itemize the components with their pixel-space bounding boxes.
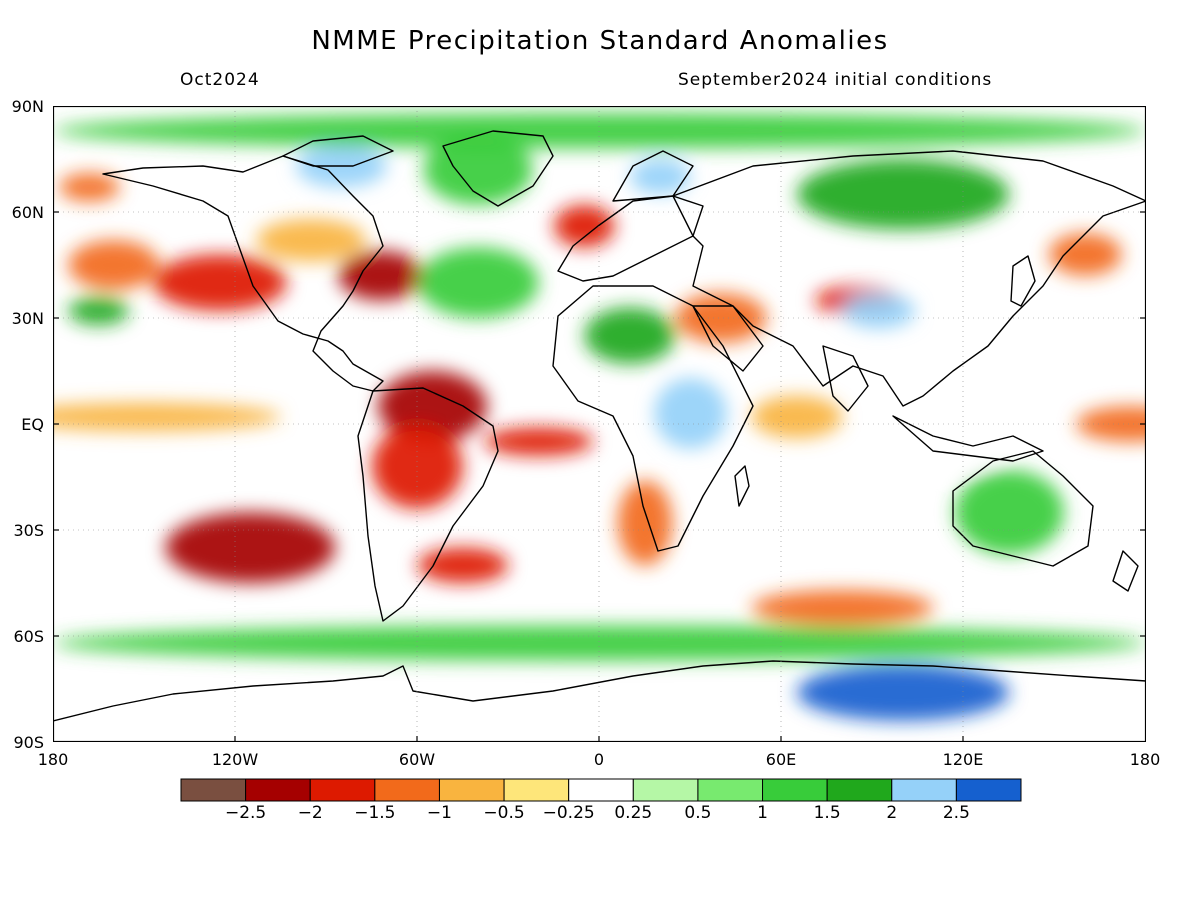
graticule [53, 106, 1146, 742]
colorbar-label-1: −2 [297, 803, 323, 823]
lon-label-0: 0 [593, 750, 605, 769]
lat-label-30s: 30S [13, 521, 44, 540]
anomaly-region-16 [1048, 233, 1122, 276]
anomaly-region-32 [887, 413, 1010, 470]
colorbar-swatch-8 [697, 778, 764, 802]
anomaly-region-29 [53, 625, 1146, 661]
anomaly-region-30 [53, 113, 1146, 149]
axis-ticks [53, 211, 1146, 742]
anomaly-region-31 [584, 307, 676, 364]
lat-label-90n: 90N [11, 97, 44, 116]
colorbar-label-4: −0.5 [483, 803, 525, 823]
anomaly-region-9 [484, 427, 594, 456]
forecast-month: Oct2024 [180, 70, 260, 90]
anomaly-region-26 [68, 296, 129, 326]
anomaly-region-8 [417, 547, 509, 583]
lon-label-180e: 180 [1129, 750, 1161, 769]
anomaly-region-18 [751, 395, 843, 439]
anomaly-region-19 [423, 134, 533, 205]
lat-label-60n: 60N [11, 203, 44, 222]
precipitation-anomaly-map [53, 106, 1146, 742]
anomaly-region-0 [153, 254, 287, 311]
anomaly-region-5 [371, 424, 463, 509]
colorbar-swatch-7 [632, 778, 699, 802]
colorbar-swatch-12 [955, 778, 1022, 802]
map-title: NMME Precipitation Standard Anomalies [311, 26, 889, 56]
anomaly-region-21 [654, 378, 728, 449]
colorbar-swatch-3 [374, 778, 440, 802]
colorbar-swatch-4 [438, 778, 505, 802]
colorbar-label-0: −2.5 [224, 803, 267, 823]
colorbar-swatch-2 [309, 778, 376, 802]
lat-label-30n: 30N [11, 309, 44, 328]
anomaly-region-22 [796, 664, 1010, 721]
lat-label-60s: 60S [13, 627, 44, 646]
anomaly-region-11 [553, 204, 615, 248]
anomaly-region-2 [338, 250, 424, 301]
anomaly-region-10 [617, 480, 673, 566]
colorbar [180, 778, 1022, 802]
colorbar-swatch-5 [503, 778, 570, 802]
colorbar-swatch-10 [826, 778, 893, 802]
anomaly-region-3 [256, 219, 366, 262]
anomaly-region-15 [1076, 406, 1146, 442]
colorbar-swatch-6 [568, 778, 634, 802]
anomaly-region-17 [59, 173, 120, 202]
colorbar-swatch-11 [891, 778, 957, 802]
anomaly-region-14 [751, 590, 934, 626]
anomaly-region-1 [68, 240, 160, 290]
colorbar-label-2: −1.5 [354, 803, 396, 823]
lon-label-120e: 120E [942, 750, 984, 769]
colorbar-label-10: 2 [886, 803, 898, 823]
anomaly-region-24 [629, 159, 691, 195]
anomaly-region-25 [842, 293, 916, 329]
anomaly-region-27 [954, 469, 1065, 555]
lat-label-90s: 90S [13, 733, 44, 752]
colorbar-label-7: 0.5 [684, 803, 712, 823]
coastlines [53, 130, 1146, 722]
anomaly-region-28 [417, 247, 539, 318]
colorbar-swatch-1 [245, 778, 311, 802]
colorbar-label-5: −0.25 [542, 803, 595, 823]
colorbar-label-8: 1 [757, 803, 768, 823]
anomaly-field [53, 113, 1146, 721]
initial-conditions: September2024 initial conditions [678, 70, 993, 90]
colorbar-label-6: 0.25 [614, 803, 653, 823]
lon-label-60w: 60W [398, 750, 436, 769]
colorbar-label-9: 1.5 [813, 803, 841, 823]
colorbar-label-11: 2.5 [942, 803, 970, 823]
anomaly-region-23 [796, 159, 1010, 230]
anomaly-region-6 [165, 512, 336, 583]
lon-label-180w: 180 [37, 750, 69, 769]
colorbar-swatch-0 [180, 778, 247, 802]
colorbar-label-3: −1 [426, 803, 452, 823]
lon-label-60e: 60E [765, 750, 797, 769]
colorbar-swatch-9 [762, 778, 828, 802]
lon-label-120w: 120W [211, 750, 259, 769]
lat-label-eq: EQ [21, 415, 44, 434]
